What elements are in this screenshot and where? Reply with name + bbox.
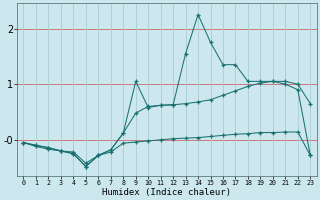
X-axis label: Humidex (Indice chaleur): Humidex (Indice chaleur) bbox=[102, 188, 231, 197]
